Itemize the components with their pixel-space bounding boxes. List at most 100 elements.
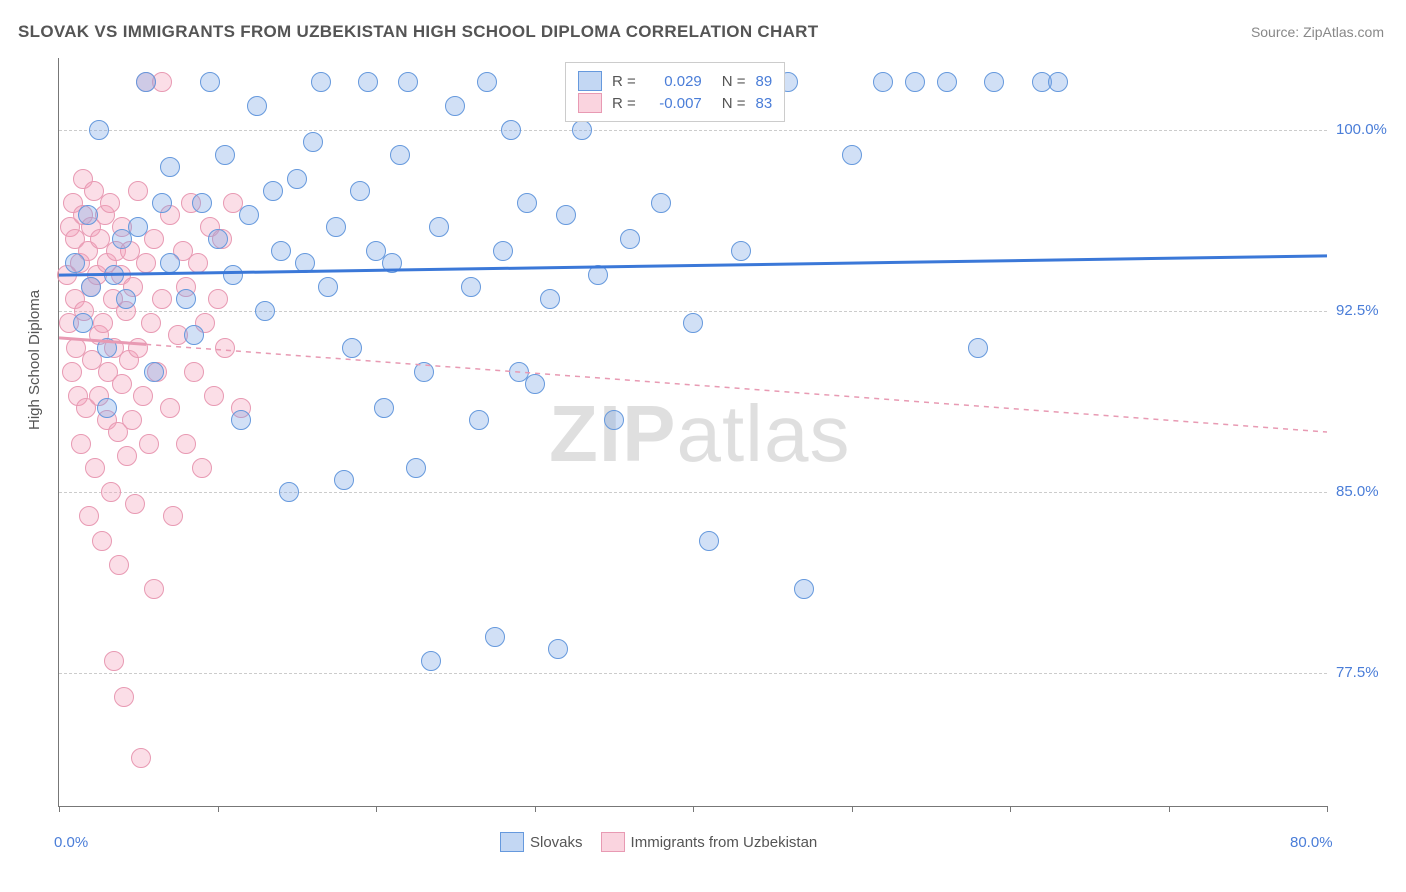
scatter-point bbox=[223, 265, 243, 285]
legend-item: Slovaks bbox=[500, 832, 583, 852]
x-tick-label-right: 80.0% bbox=[1290, 834, 1333, 851]
y-axis-label: High School Diploma bbox=[26, 290, 43, 430]
scatter-point bbox=[968, 338, 988, 358]
x-tick bbox=[59, 806, 60, 812]
scatter-point bbox=[184, 362, 204, 382]
gridline bbox=[59, 492, 1327, 493]
scatter-point bbox=[501, 120, 521, 140]
watermark-zip: ZIP bbox=[549, 389, 676, 478]
scatter-point bbox=[239, 205, 259, 225]
scatter-point bbox=[382, 253, 402, 273]
r-label: R = bbox=[612, 95, 636, 112]
legend-corr-row: R =0.029N =89 bbox=[578, 71, 772, 91]
y-tick-label: 77.5% bbox=[1336, 664, 1379, 681]
legend-item: Immigrants from Uzbekistan bbox=[601, 832, 818, 852]
scatter-point bbox=[128, 181, 148, 201]
scatter-point bbox=[144, 229, 164, 249]
scatter-point bbox=[104, 651, 124, 671]
scatter-point bbox=[139, 434, 159, 454]
scatter-point bbox=[445, 96, 465, 116]
scatter-point bbox=[461, 277, 481, 297]
scatter-point bbox=[794, 579, 814, 599]
scatter-point bbox=[485, 627, 505, 647]
x-tick bbox=[376, 806, 377, 812]
n-label: N = bbox=[722, 95, 746, 112]
scatter-point bbox=[114, 687, 134, 707]
scatter-point bbox=[311, 72, 331, 92]
y-tick-label: 100.0% bbox=[1336, 121, 1387, 138]
scatter-point bbox=[215, 338, 235, 358]
scatter-point bbox=[406, 458, 426, 478]
x-tick bbox=[1327, 806, 1328, 812]
scatter-point bbox=[247, 96, 267, 116]
scatter-point bbox=[117, 446, 137, 466]
y-tick-label: 85.0% bbox=[1336, 483, 1379, 500]
scatter-point bbox=[414, 362, 434, 382]
scatter-point bbox=[517, 193, 537, 213]
scatter-point bbox=[104, 265, 124, 285]
scatter-point bbox=[318, 277, 338, 297]
scatter-point bbox=[334, 470, 354, 490]
scatter-point bbox=[176, 289, 196, 309]
scatter-point bbox=[136, 253, 156, 273]
scatter-point bbox=[92, 531, 112, 551]
n-label: N = bbox=[722, 73, 746, 90]
scatter-point bbox=[421, 651, 441, 671]
scatter-point bbox=[477, 72, 497, 92]
scatter-point bbox=[160, 398, 180, 418]
scatter-point bbox=[160, 253, 180, 273]
scatter-point bbox=[279, 482, 299, 502]
scatter-point bbox=[97, 398, 117, 418]
scatter-point bbox=[200, 72, 220, 92]
correlation-legend: R =0.029N =89R =-0.007N =83 bbox=[565, 62, 785, 122]
source-attribution: Source: ZipAtlas.com bbox=[1251, 24, 1384, 40]
scatter-point bbox=[588, 265, 608, 285]
scatter-point bbox=[429, 217, 449, 237]
scatter-point bbox=[152, 289, 172, 309]
scatter-point bbox=[350, 181, 370, 201]
x-tick bbox=[852, 806, 853, 812]
scatter-point bbox=[101, 482, 121, 502]
scatter-point bbox=[192, 458, 212, 478]
gridline bbox=[59, 673, 1327, 674]
scatter-point bbox=[73, 313, 93, 333]
scatter-point bbox=[133, 386, 153, 406]
scatter-point bbox=[79, 506, 99, 526]
scatter-point bbox=[295, 253, 315, 273]
scatter-point bbox=[469, 410, 489, 430]
scatter-point bbox=[163, 506, 183, 526]
scatter-point bbox=[604, 410, 624, 430]
scatter-point bbox=[683, 313, 703, 333]
n-value: 89 bbox=[756, 73, 773, 90]
legend-label: Immigrants from Uzbekistan bbox=[631, 834, 818, 851]
scatter-point bbox=[620, 229, 640, 249]
scatter-point bbox=[255, 301, 275, 321]
scatter-point bbox=[125, 494, 145, 514]
scatter-point bbox=[984, 72, 1004, 92]
scatter-point bbox=[109, 555, 129, 575]
x-tick bbox=[218, 806, 219, 812]
scatter-point bbox=[112, 374, 132, 394]
scatter-point bbox=[287, 169, 307, 189]
scatter-point bbox=[271, 241, 291, 261]
x-tick bbox=[1010, 806, 1011, 812]
y-tick-label: 92.5% bbox=[1336, 302, 1379, 319]
scatter-point bbox=[144, 362, 164, 382]
scatter-point bbox=[131, 748, 151, 768]
gridline bbox=[59, 130, 1327, 131]
scatter-point bbox=[208, 289, 228, 309]
scatter-point bbox=[873, 72, 893, 92]
scatter-point bbox=[374, 398, 394, 418]
legend-label: Slovaks bbox=[530, 834, 583, 851]
scatter-point bbox=[842, 145, 862, 165]
scatter-point bbox=[208, 229, 228, 249]
scatter-point bbox=[81, 277, 101, 297]
scatter-point bbox=[540, 289, 560, 309]
scatter-point bbox=[188, 253, 208, 273]
scatter-point bbox=[342, 338, 362, 358]
legend-corr-row: R =-0.007N =83 bbox=[578, 93, 772, 113]
scatter-point bbox=[62, 362, 82, 382]
scatter-point bbox=[572, 120, 592, 140]
scatter-point bbox=[128, 217, 148, 237]
scatter-point bbox=[184, 325, 204, 345]
